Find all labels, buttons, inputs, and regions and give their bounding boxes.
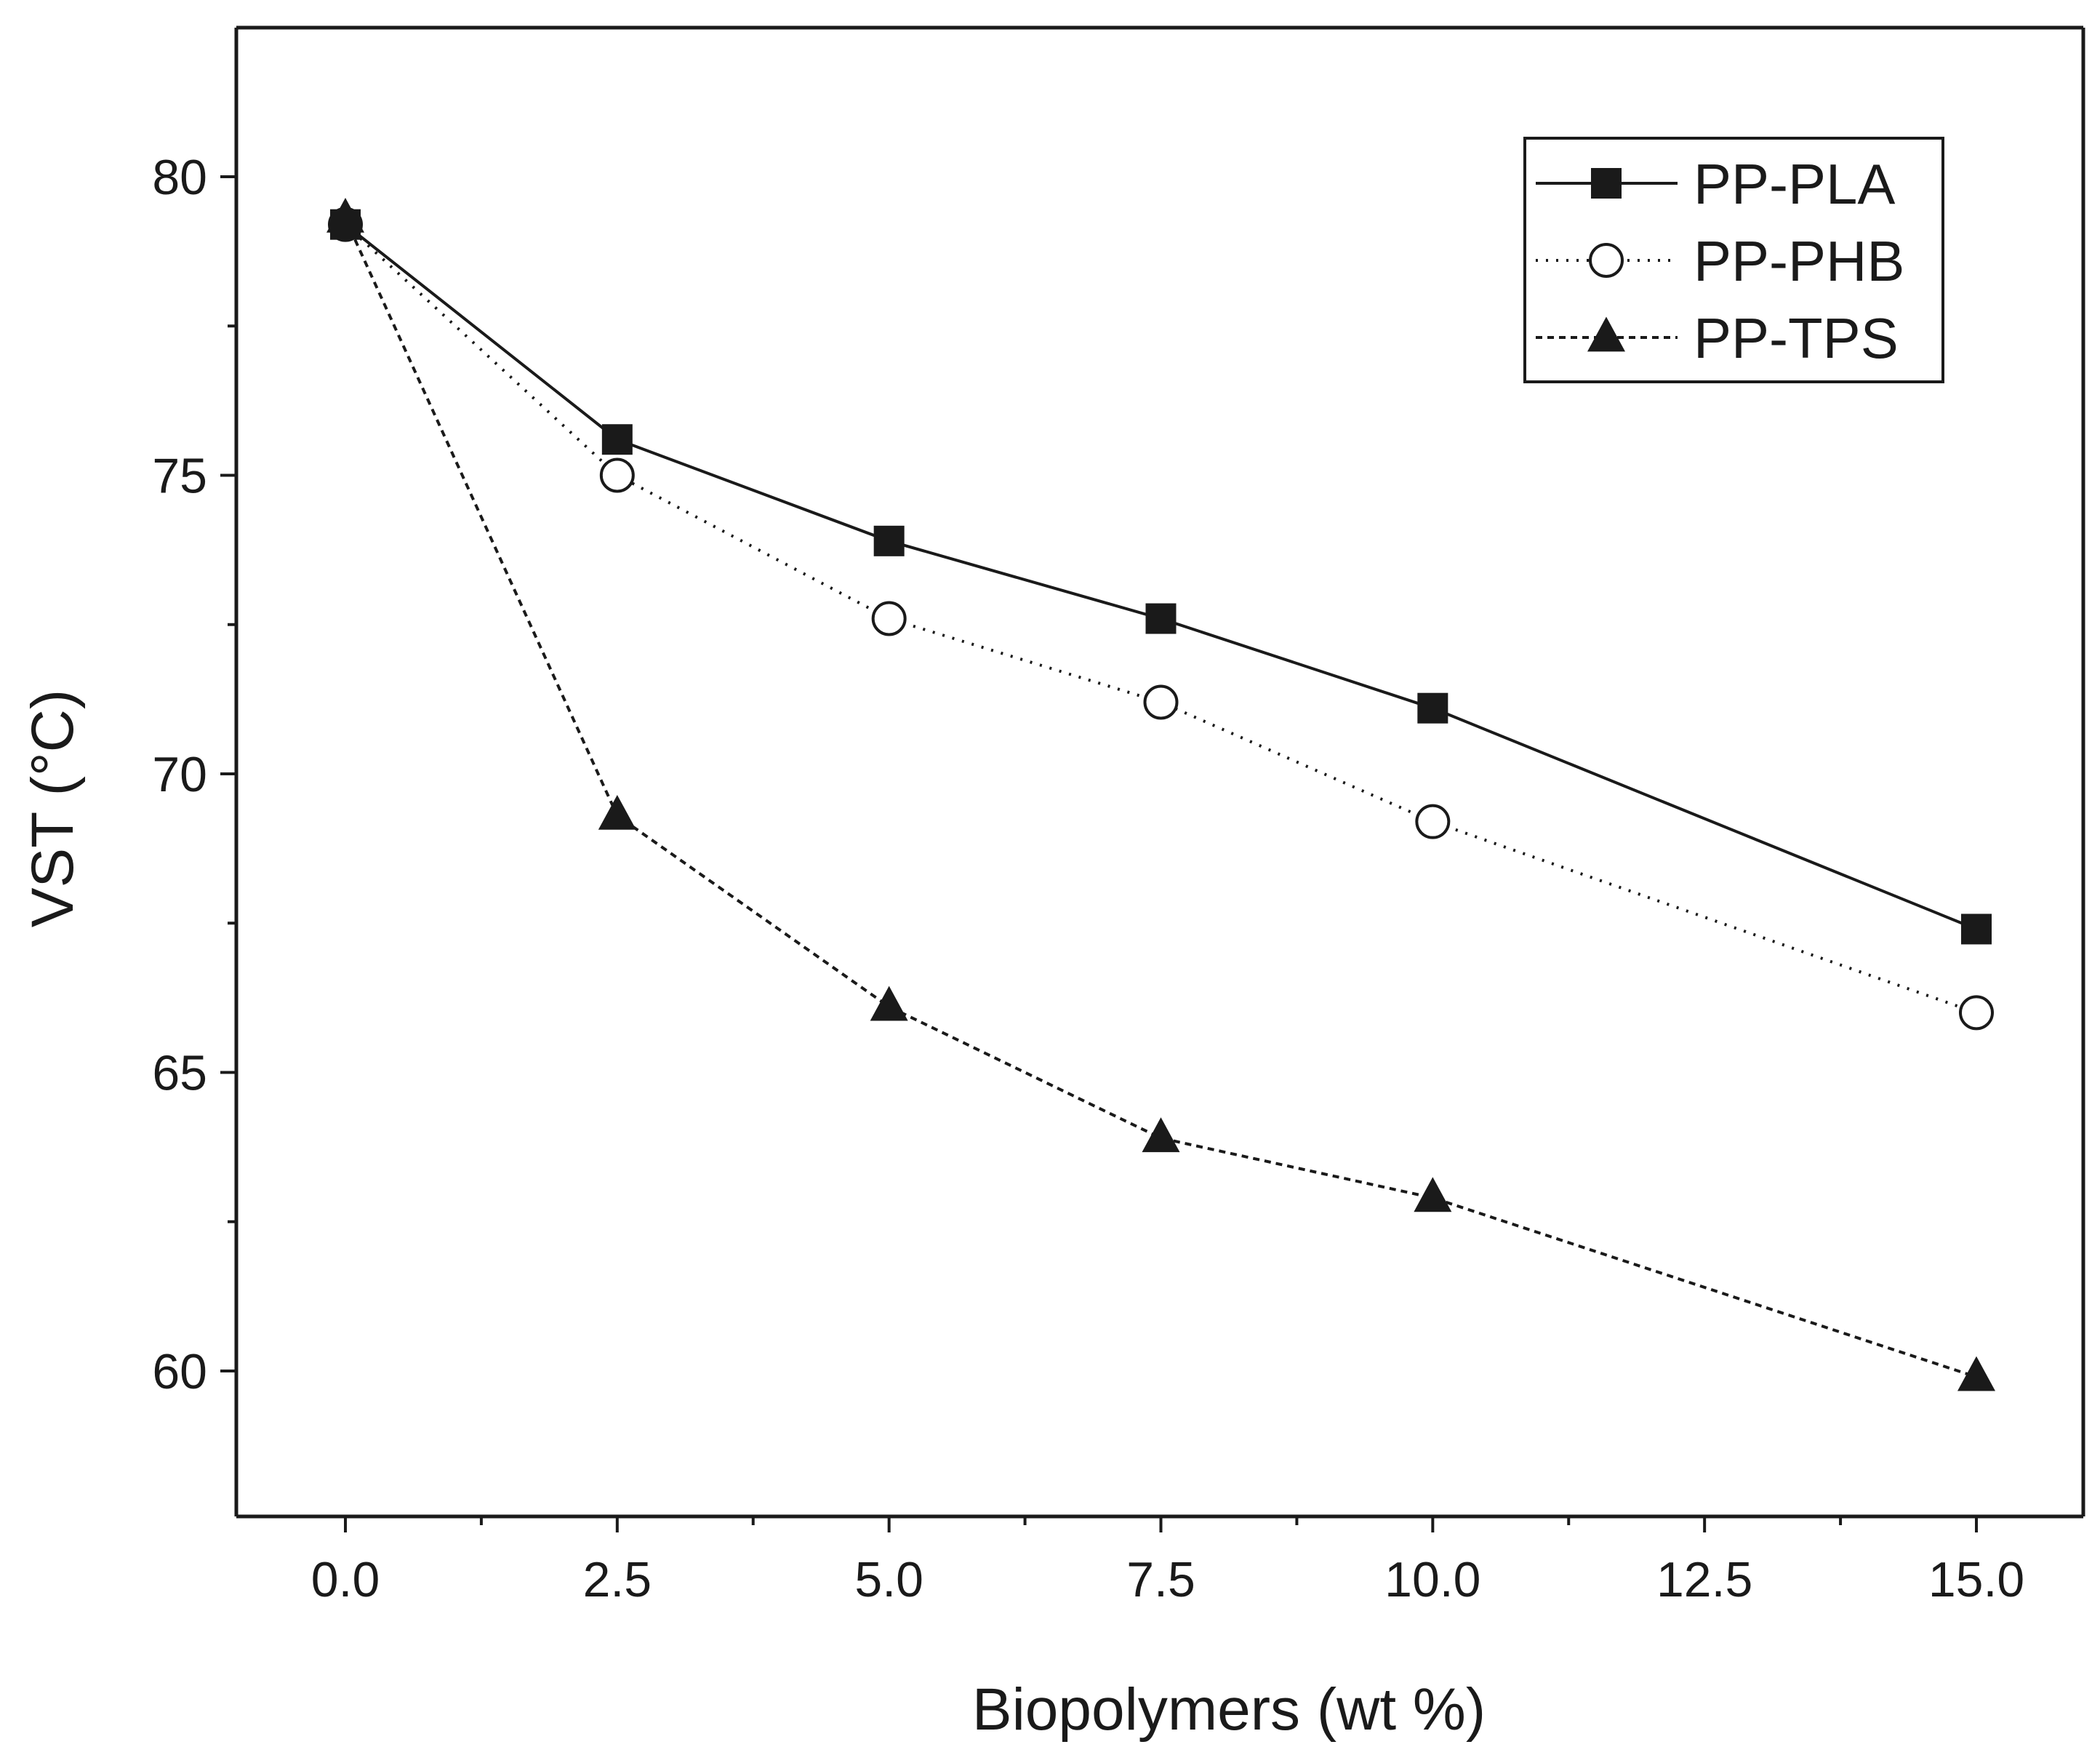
axes-layer: 0.0 2.5 5.0 7.5 10.0 12.5 15.0 60 65 70 75 80	[152, 25, 2085, 1607]
data-point-pp-phb	[1415, 804, 1451, 839]
y-tick-label: 65	[152, 1046, 207, 1101]
legend-marker-pp-pla	[1591, 168, 1622, 199]
data-point-pp-tps	[870, 986, 908, 1021]
x-tick-label: 2.5	[583, 1552, 652, 1607]
y-tick-label: 80	[152, 150, 207, 205]
data-point-pp-pla	[1417, 692, 1448, 724]
x-tick-label: 0.0	[311, 1552, 380, 1607]
data-point-pp-tps	[598, 794, 636, 830]
x-tick-label: 12.5	[1656, 1552, 1752, 1607]
series-line-pp-phb	[344, 223, 1977, 1015]
legend-label-pp-phb: PP-PHB	[1694, 229, 1904, 293]
y-tick-label: 70	[152, 747, 207, 802]
legend-marker-pp-phb	[1589, 243, 1624, 278]
data-point-pp-pla	[601, 424, 633, 455]
y-axis-title: VST (°C)	[20, 689, 86, 927]
data-point-pp-pla	[1145, 603, 1177, 634]
data-point-pp-pla	[873, 525, 905, 556]
data-point-pp-tps	[1142, 1117, 1180, 1153]
data-point-pp-tps	[1414, 1177, 1452, 1212]
data-point-pp-pla	[330, 209, 361, 240]
legend: PP-PLA PP-PHB PP-TPS	[1523, 137, 1944, 383]
data-point-pp-phb	[1143, 684, 1179, 720]
data-point-pp-phb	[599, 457, 635, 493]
data-point-pp-phb	[871, 601, 907, 636]
legend-marker-pp-tps	[1587, 316, 1625, 352]
x-tick-label: 10.0	[1384, 1552, 1480, 1607]
series-line-pp-pla	[344, 223, 1977, 931]
series-line-pp-tps	[344, 217, 1977, 1379]
legend-label-pp-tps: PP-TPS	[1694, 306, 1899, 370]
x-axis-title: Biopolymers (wt %)	[972, 1676, 1486, 1743]
x-tick-label: 15.0	[1928, 1552, 2024, 1607]
x-tick-label: 7.5	[1126, 1552, 1195, 1607]
series-layer	[326, 197, 1995, 1391]
y-tick-label: 60	[152, 1344, 207, 1399]
data-point-pp-pla	[1961, 914, 1992, 945]
y-tick-label: 75	[152, 449, 207, 504]
legend-label-pp-pla: PP-PLA	[1694, 152, 1895, 216]
data-point-pp-tps	[1957, 1356, 1995, 1391]
data-point-pp-phb	[1959, 995, 1994, 1031]
x-tick-label: 5.0	[854, 1552, 923, 1607]
